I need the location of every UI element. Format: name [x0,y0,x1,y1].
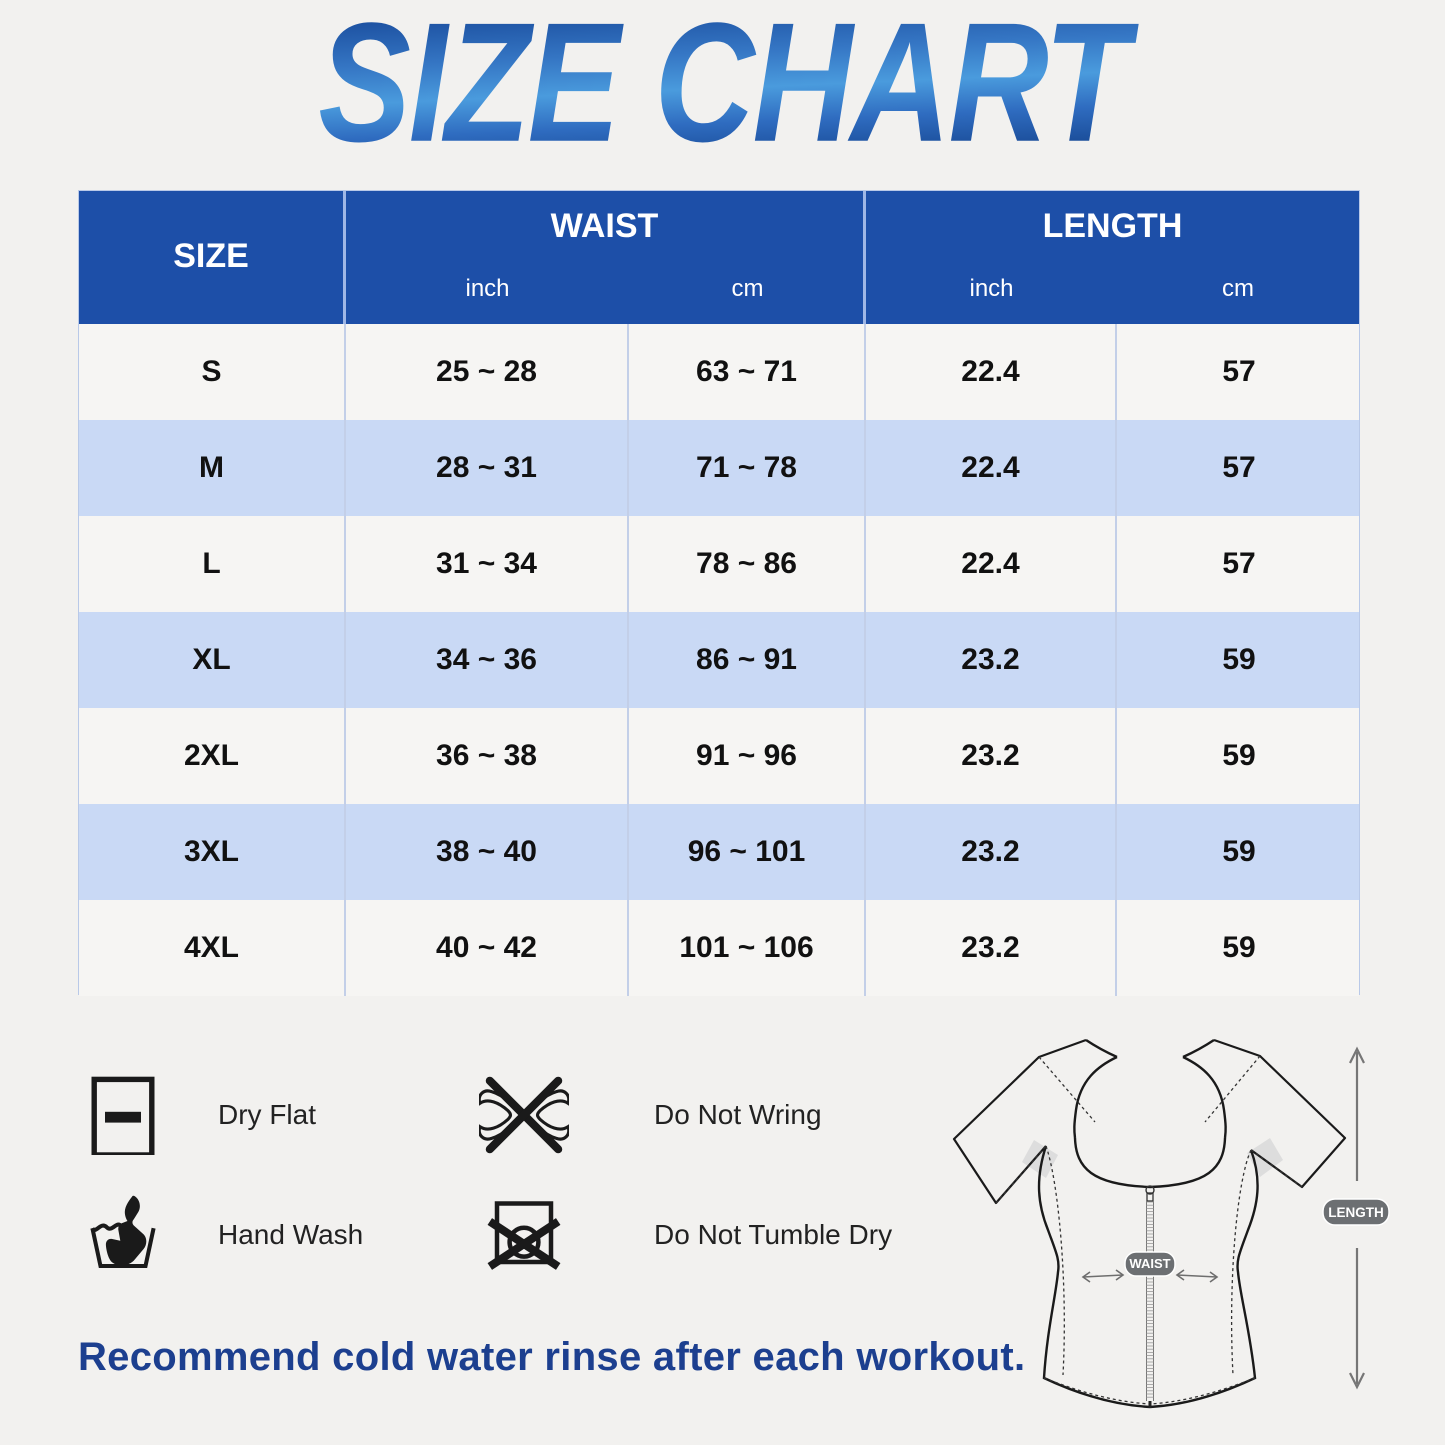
svg-text:LENGTH: LENGTH [1328,1205,1384,1220]
svg-text:WAIST: WAIST [1129,1256,1170,1271]
